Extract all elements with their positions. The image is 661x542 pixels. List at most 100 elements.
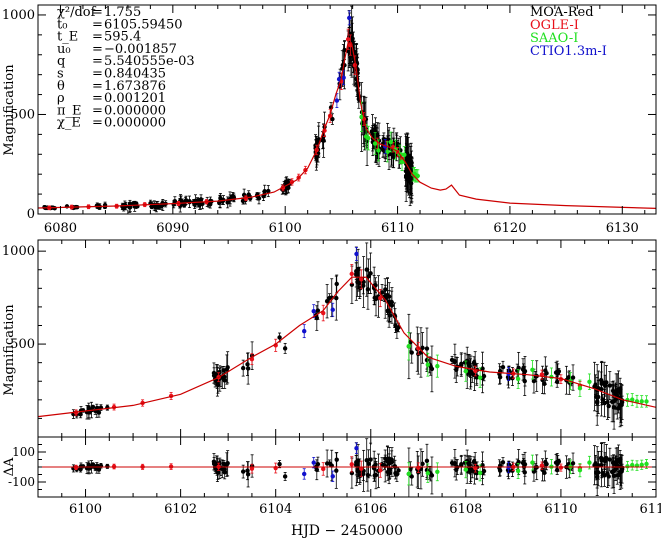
marker — [211, 459, 217, 464]
data-point-moa-red — [220, 459, 225, 479]
y-tick-label: 0 — [27, 207, 35, 222]
marker — [334, 295, 339, 301]
data-point-ogle-i — [249, 463, 255, 474]
param-name: θ — [57, 79, 65, 94]
x-tick-label: 6080 — [44, 221, 77, 236]
param-equals: = — [92, 42, 103, 57]
marker — [330, 307, 335, 312]
marker — [420, 461, 425, 467]
data-point-moa-red — [366, 449, 371, 479]
param-equals: = — [92, 103, 103, 118]
param-name: t₀ — [57, 17, 67, 32]
fit-parameter-row: χ²/dof= 1.755 — [57, 5, 141, 20]
data-point-saao-i — [530, 454, 535, 471]
marker — [542, 470, 547, 475]
data-point-moa-red — [592, 361, 597, 412]
marker — [639, 462, 644, 468]
data-point-ctio1-3m-i — [341, 70, 346, 86]
marker — [217, 369, 222, 375]
marker — [240, 469, 246, 474]
marker — [96, 410, 102, 415]
residual-y-ticks: -100 100 — [8, 436, 656, 498]
marker — [383, 456, 388, 461]
marker — [249, 466, 255, 471]
marker — [376, 148, 381, 153]
marker — [435, 469, 440, 475]
x-tick-label: 6102 — [164, 502, 197, 517]
data-point-moa-red — [127, 202, 133, 212]
top-x-ticks: 6080 6090 6100 6110 6120 6130 — [37, 5, 646, 236]
marker — [371, 464, 377, 469]
param-equals: = — [92, 17, 103, 32]
data-point-ogle-i — [349, 456, 354, 473]
data-point-moa-red — [544, 457, 549, 471]
data-point-moa-red — [424, 327, 430, 370]
data-point-saao-i — [425, 463, 431, 483]
data-point-moa-red — [282, 342, 288, 354]
data-point-moa-red — [613, 456, 619, 481]
marker — [357, 285, 363, 291]
data-point-moa-red — [224, 452, 230, 477]
data-point-moa-red — [286, 182, 291, 194]
data-point-moa-red — [96, 407, 102, 418]
param-name: u₀ — [57, 42, 71, 57]
marker — [516, 365, 521, 371]
marker — [334, 457, 339, 462]
marker — [78, 464, 84, 469]
data-point-ctio1-3m-i — [330, 302, 335, 317]
marker — [610, 388, 616, 393]
marker — [570, 375, 576, 380]
data-point-moa-red — [599, 360, 604, 403]
data-point-moa-red — [531, 461, 537, 482]
marker — [515, 376, 521, 382]
data-point-saao-i — [630, 393, 635, 407]
data-point-ctio1-3m-i — [354, 247, 359, 261]
marker — [385, 149, 390, 155]
marker — [311, 460, 316, 465]
marker — [599, 457, 604, 462]
fit-parameter-row: θ = 1.673876 — [57, 79, 166, 94]
marker — [256, 196, 262, 201]
top-y-ticks: 0 500 1000 — [2, 8, 656, 222]
data-point-moa-red — [368, 252, 373, 295]
data-point-moa-red — [324, 284, 330, 319]
marker — [354, 251, 359, 257]
marker — [355, 279, 360, 285]
x-tick-label: 6110 — [381, 221, 414, 236]
marker — [388, 139, 394, 145]
x-tick-label: 6112 — [639, 502, 661, 517]
data-point-moa-red — [544, 365, 549, 381]
marker — [282, 474, 288, 479]
marker — [531, 469, 537, 474]
marker — [408, 466, 413, 472]
data-point-moa-red — [617, 383, 623, 428]
marker — [64, 204, 70, 209]
marker — [639, 399, 644, 404]
marker — [245, 468, 250, 473]
marker — [334, 98, 340, 103]
marker — [127, 205, 133, 210]
marker — [311, 308, 316, 314]
marker — [463, 467, 469, 472]
marker — [149, 204, 154, 210]
data-point-moa-red — [449, 459, 455, 467]
marker — [558, 465, 564, 470]
marker — [602, 383, 608, 388]
marker — [286, 185, 291, 191]
marker — [315, 462, 321, 467]
marker — [266, 188, 271, 194]
data-point-moa-red — [383, 284, 388, 295]
param-name: χ_E — [57, 116, 81, 131]
data-point-ctio1-3m-i — [302, 468, 307, 480]
marker — [171, 202, 176, 207]
marker — [208, 202, 213, 207]
marker — [424, 346, 430, 351]
y-tick-label: -100 — [8, 475, 35, 489]
param-value: 5.540555e-03 — [104, 54, 195, 69]
marker — [273, 465, 278, 471]
marker — [467, 363, 472, 368]
data-point-moa-red — [262, 184, 267, 198]
x-tick-label: 6120 — [493, 221, 526, 236]
data-point-moa-red — [96, 465, 102, 474]
